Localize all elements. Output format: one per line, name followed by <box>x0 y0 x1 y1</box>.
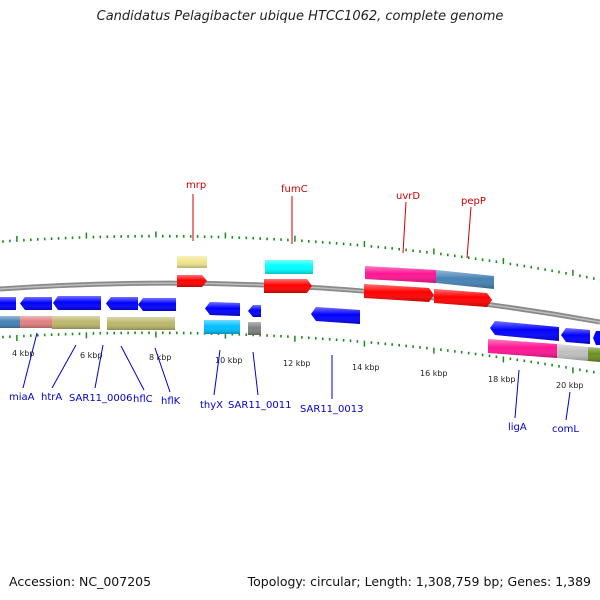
feature-block-olive-2[interactable] <box>107 317 175 330</box>
gene-label-sar11-0013[interactable]: SAR11_0013 <box>300 404 364 415</box>
gene-label-sar11-0011[interactable]: SAR11_0011 <box>228 400 292 411</box>
gene-label-coml[interactable]: comL <box>552 424 579 435</box>
forward-gene-labels: mrp fumC uvrD pepP <box>186 180 486 259</box>
feature-sar11-0006-cds[interactable] <box>106 297 138 310</box>
feature-reverse-cds-edge[interactable] <box>593 331 600 345</box>
gene-label-fumc[interactable]: fumC <box>281 184 308 195</box>
kbp-tick-label: 12 kbp <box>283 359 311 368</box>
feature-htra-cds[interactable] <box>53 296 101 310</box>
feature-coml-cds[interactable] <box>561 328 590 344</box>
kbp-tick-label: 14 kbp <box>352 363 380 372</box>
gene-label-hflc[interactable]: hflC <box>133 394 153 405</box>
kbp-tick-label: 4 kbp <box>12 349 34 358</box>
feature-thyx-cds[interactable] <box>205 302 240 316</box>
feature-block-skyblue[interactable] <box>204 320 240 334</box>
gene-label-hflk[interactable]: hflK <box>161 396 181 407</box>
gene-features <box>0 256 600 362</box>
gene-label-thyx[interactable]: thyX <box>200 400 223 411</box>
gene-label-uvrd[interactable]: uvrD <box>396 191 420 202</box>
feature-uvrd-region[interactable] <box>365 266 436 283</box>
accession-text: Accession: NC_007205 <box>9 574 152 589</box>
feature-mrp-cds[interactable] <box>177 275 207 287</box>
feature-block-lightgray[interactable] <box>557 344 588 361</box>
feature-block-steelblue-left[interactable] <box>0 316 20 328</box>
map-title: Candidatus Pelagibacter ubique HTCC1062,… <box>96 9 504 24</box>
genome-summary-text: Topology: circular; Length: 1,308,759 bp… <box>247 574 591 589</box>
reverse-gene-labels: miaA htrA SAR11_0006 hflC hflK thyX SAR1… <box>9 332 579 435</box>
feature-uvrd-cds[interactable] <box>364 284 434 302</box>
feature-block-yellowgreen[interactable] <box>588 347 600 362</box>
feature-liga-cds[interactable] <box>490 321 559 341</box>
gene-label-pepp[interactable]: pepP <box>461 196 486 207</box>
feature-pepp-cds[interactable] <box>434 289 492 307</box>
feature-hflc-cds[interactable] <box>138 298 176 311</box>
kbp-tick-label: 10 kbp <box>215 356 243 365</box>
gene-label-htra[interactable]: htrA <box>41 392 62 403</box>
gene-label-mrp[interactable]: mrp <box>186 180 206 191</box>
feature-fumc-cds[interactable] <box>264 279 312 293</box>
kbp-scale: 4 kbp 6 kbp 8 kbp 10 kbp 12 kbp 14 kbp 1… <box>12 349 584 390</box>
gene-label-sar11-0006[interactable]: SAR11_0006 <box>69 393 133 404</box>
feature-block-salmon[interactable] <box>20 316 52 328</box>
feature-miaa-cds[interactable] <box>20 297 52 310</box>
feature-fumc-ncrna[interactable] <box>265 260 313 274</box>
feature-reverse-cds-1[interactable] <box>0 297 16 310</box>
feature-mrp-ncrna[interactable] <box>177 256 207 268</box>
kbp-tick-label: 6 kbp <box>80 351 102 360</box>
feature-block-gray[interactable] <box>248 322 261 335</box>
kbp-tick-label: 18 kbp <box>488 375 516 384</box>
kbp-tick-label: 16 kbp <box>420 369 448 378</box>
feature-sar11-0013-cds[interactable] <box>311 307 360 324</box>
kbp-tick-label: 8 kbp <box>149 353 171 362</box>
kbp-tick-label: 20 kbp <box>556 381 584 390</box>
feature-block-pink[interactable] <box>488 339 557 358</box>
gene-label-liga[interactable]: ligA <box>508 422 527 433</box>
feature-pepp-region[interactable] <box>436 270 494 289</box>
outer-tick-ring <box>2 231 600 282</box>
feature-sar11-0011-cds[interactable] <box>248 305 261 317</box>
gene-label-miaa[interactable]: miaA <box>9 392 35 403</box>
feature-block-olive-1[interactable] <box>52 316 100 329</box>
